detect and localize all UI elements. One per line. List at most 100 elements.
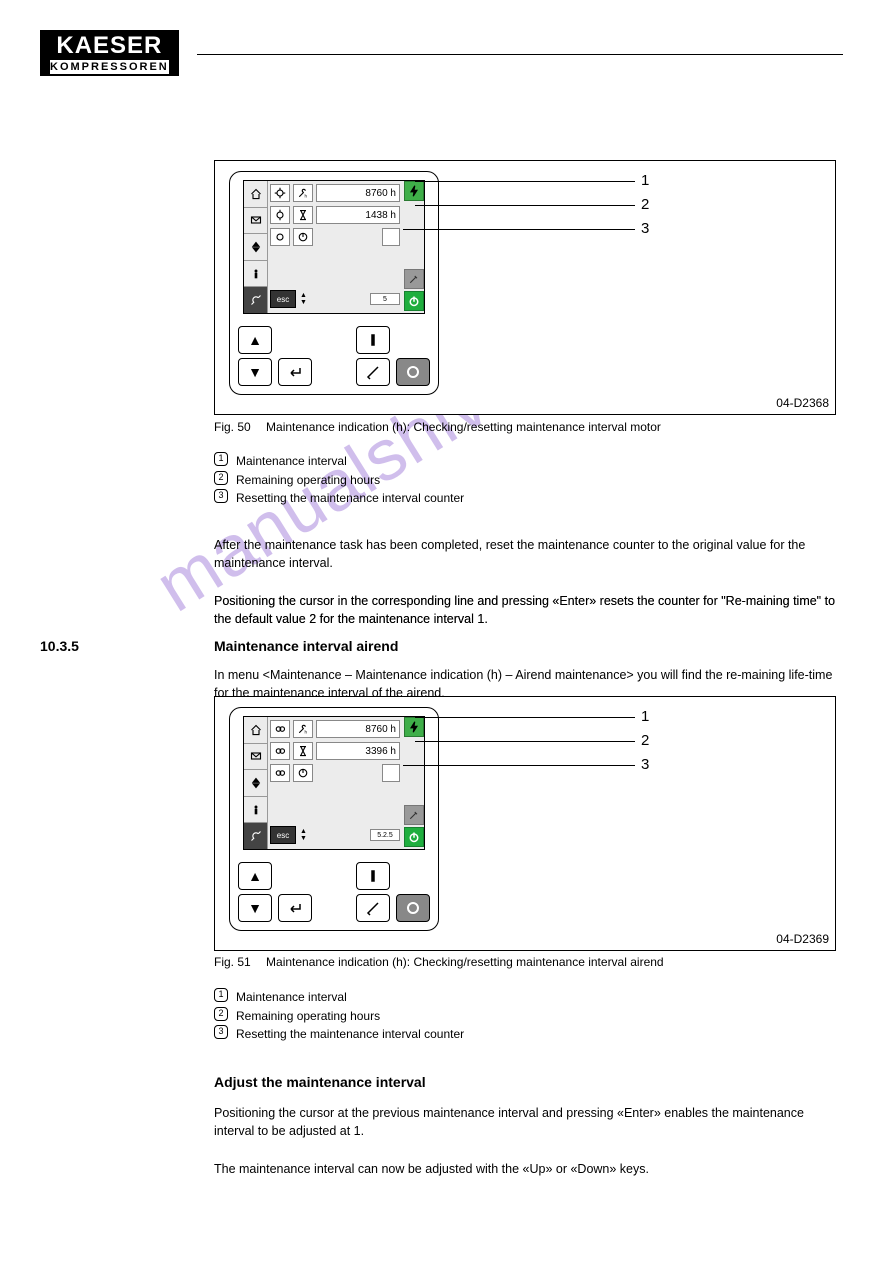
heading-adjust-interval: Adjust the maintenance interval	[214, 1074, 426, 1090]
legend-number: 2	[214, 471, 228, 485]
footer-ident: No.: 9_9550 24 E	[422, 1207, 804, 1235]
figure-50-callouts: 1 2 3	[445, 173, 675, 283]
screen-rows: h 8760 h 3396 h	[270, 719, 400, 785]
screen-sidebar	[244, 717, 268, 849]
screen-sidebar	[244, 181, 268, 313]
brand-logo: KAESER KOMPRESSOREN	[40, 30, 179, 76]
sidebar-message-icon[interactable]	[244, 744, 267, 771]
esc-button[interactable]: esc	[270, 826, 296, 844]
screen-bottom-row: esc ▲▼ 5	[270, 289, 400, 309]
figure-51-legend: 1 Maintenance interval 2 Remaining opera…	[214, 988, 464, 1044]
figure-51: h 8760 h 3396 h	[214, 696, 836, 951]
start-button[interactable]	[356, 862, 390, 890]
legend-text: Resetting the maintenance interval count…	[236, 1025, 464, 1044]
figure-number: Fig. 50	[214, 420, 251, 434]
legend-text: Resetting the maintenance interval count…	[236, 489, 464, 508]
para-up-down: The maintenance interval can now be adju…	[214, 1160, 835, 1178]
power-status-icon	[404, 291, 424, 311]
hourglass-icon	[293, 742, 313, 760]
screen-right-column	[404, 717, 424, 849]
legend-text: Remaining operating hours	[236, 1007, 380, 1026]
airend-icon	[270, 764, 290, 782]
svg-text:h: h	[305, 194, 308, 199]
sidebar-home-icon[interactable]	[244, 717, 267, 744]
page-footer: Service manual Controller SIGMA CONTROL …	[40, 1207, 843, 1235]
reset-checkbox[interactable]	[382, 764, 400, 782]
bolt-status-icon	[404, 181, 424, 201]
figure-code: 04-D2369	[776, 932, 829, 946]
sidebar-wrench-icon[interactable]	[244, 287, 267, 313]
maintenance-interval-value: 8760 h	[316, 720, 400, 738]
esc-button[interactable]: esc	[270, 290, 296, 308]
wrench-hours-icon: h	[293, 720, 313, 738]
sidebar-home-icon[interactable]	[244, 181, 267, 208]
screen-row-1: h 8760 h	[270, 719, 400, 739]
callout-label-2: 2	[641, 732, 649, 749]
airend-icon	[270, 742, 290, 760]
stop-button[interactable]	[396, 894, 430, 922]
stop-button[interactable]	[396, 358, 430, 386]
svg-text:h: h	[305, 730, 308, 735]
remaining-hours-value: 1438 h	[316, 206, 400, 224]
sidebar-wrench-icon[interactable]	[244, 823, 267, 849]
legend-number: 1	[214, 988, 228, 1002]
sidebar-info-icon[interactable]	[244, 261, 267, 288]
figure-50-caption: Fig. 50 Maintenance indication (h): Chec…	[214, 420, 661, 434]
sidebar-message-icon[interactable]	[244, 208, 267, 235]
para-cursor-enter: Positioning the cursor in the correspond…	[214, 592, 835, 628]
footer-doc-line1: Service manual Controller	[40, 1207, 422, 1221]
reset-icon	[293, 228, 313, 246]
enter-button[interactable]	[278, 358, 312, 386]
footer-page-number: 87	[803, 1207, 843, 1235]
maintenance-interval-value: 8760 h	[316, 184, 400, 202]
sidebar-updown-icon[interactable]	[244, 770, 267, 797]
screen-row-2: 3396 h	[270, 741, 400, 761]
start-button[interactable]	[356, 326, 390, 354]
power-status-icon	[404, 827, 424, 847]
callout-label-3: 3	[641, 220, 649, 237]
status-cell-blank	[404, 203, 424, 223]
section-title: Maintenance indication (h): Checking/res…	[302, 60, 841, 77]
chapter-number: 10	[258, 28, 298, 57]
enter-button[interactable]	[278, 894, 312, 922]
callout-label-1: 1	[641, 708, 649, 725]
reset-checkbox[interactable]	[382, 228, 400, 246]
sidebar-info-icon[interactable]	[244, 797, 267, 824]
screen-row-3	[270, 763, 400, 783]
chapter-title: Maintenance	[304, 29, 437, 54]
heading-airend: Maintenance interval airend	[214, 638, 398, 654]
remote-button[interactable]	[356, 894, 390, 922]
motor-icon	[270, 206, 290, 224]
remote-button[interactable]	[356, 358, 390, 386]
screen-right-column	[404, 181, 424, 313]
screen-row-1: h 8760 h	[270, 183, 400, 203]
controller-device: h 8760 h 3396 h	[229, 707, 439, 931]
airend-icon	[270, 720, 290, 738]
up-button[interactable]: ▲	[238, 862, 272, 890]
hourglass-icon	[293, 206, 313, 224]
screen-bottom-row: esc ▲▼ 5.2.5	[270, 825, 400, 845]
sidebar-updown-icon[interactable]	[244, 234, 267, 261]
figure-caption-text: Maintenance indication (h): Checking/res…	[266, 955, 664, 969]
down-button[interactable]: ▼	[238, 894, 272, 922]
header-titles: 10 Maintenance 10.3 Maintenance indicati…	[258, 28, 841, 79]
screen-row-3	[270, 227, 400, 247]
remaining-hours-value: 3396 h	[316, 742, 400, 760]
figure-caption-text: Maintenance indication (h): Checking/res…	[266, 420, 661, 434]
legend-text: Maintenance interval	[236, 452, 347, 471]
figure-50: h 8760 h 1438 h	[214, 160, 836, 415]
reset-icon	[293, 764, 313, 782]
motor-icon	[270, 228, 290, 246]
figure-code: 04-D2368	[776, 396, 829, 410]
down-button[interactable]: ▼	[238, 358, 272, 386]
legend-text: Maintenance interval	[236, 988, 347, 1007]
up-button[interactable]: ▲	[238, 326, 272, 354]
figure-50-legend: 1 Maintenance interval 2 Remaining opera…	[214, 452, 464, 508]
brand-logo-bottom: KOMPRESSOREN	[50, 60, 169, 74]
legend-item: 1 Maintenance interval	[214, 452, 464, 471]
section-number-margin: 10.3.5	[40, 638, 79, 654]
para-adjust-interval: Positioning the cursor at the previous m…	[214, 1104, 835, 1140]
legend-text: Remaining operating hours	[236, 471, 380, 490]
figure-51-callouts: 1 2 3	[445, 709, 675, 819]
callout-label-2: 2	[641, 196, 649, 213]
